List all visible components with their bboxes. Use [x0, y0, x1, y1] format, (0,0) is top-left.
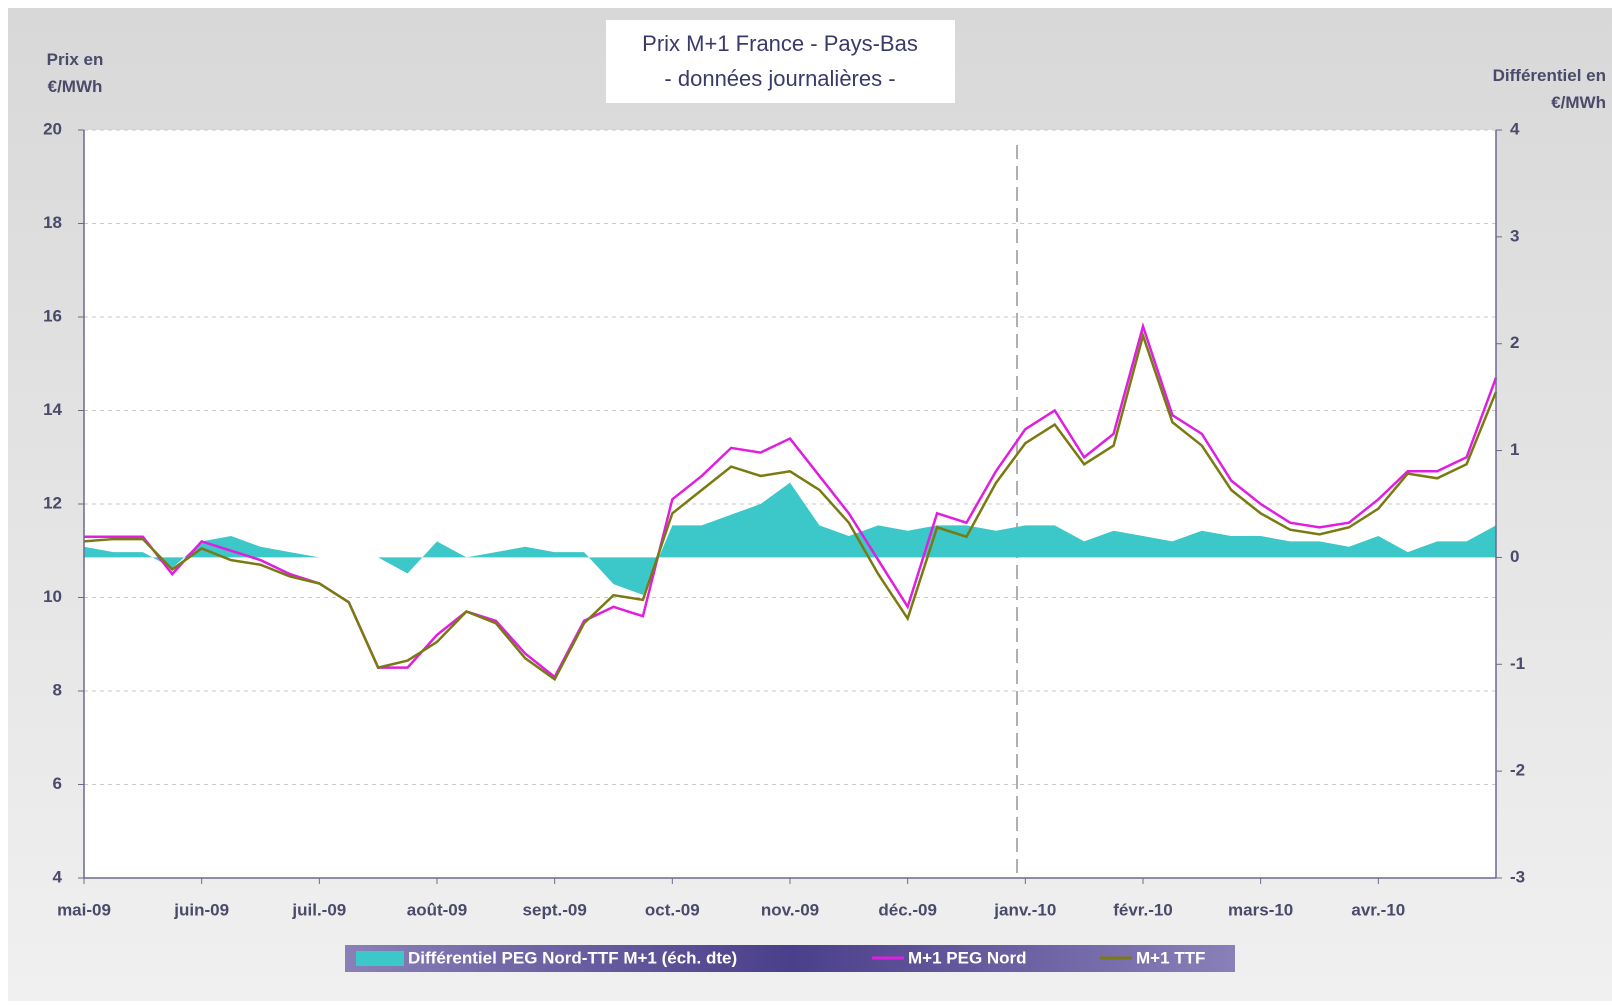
x-tick-label: févr.-10 [1113, 900, 1173, 919]
chart-subtitle: - données journalières - [664, 66, 895, 91]
legend [345, 945, 1235, 972]
y2-tick-label: 2 [1510, 333, 1519, 352]
x-tick-label: juil.-09 [291, 900, 346, 919]
x-tick-label: janv.-10 [993, 900, 1056, 919]
x-tick-label: mai-09 [57, 900, 111, 919]
y2-tick-label: -1 [1510, 654, 1525, 673]
y2-tick-label: 0 [1510, 547, 1519, 566]
x-tick-label: mars-10 [1228, 900, 1293, 919]
y-tick-label: 16 [43, 306, 62, 325]
y-tick-label: 18 [43, 213, 62, 232]
y-tick-label: 4 [53, 867, 63, 886]
y2-axis-title-box: Différentiel en €/MWh [1492, 66, 1606, 112]
y-tick-label: 6 [53, 774, 62, 793]
y2-tick-label: 4 [1510, 119, 1520, 138]
legend-label: Différentiel PEG Nord-TTF M+1 (éch. dte) [408, 948, 737, 967]
title-box [606, 20, 955, 103]
legend-swatch [356, 951, 404, 966]
legend-label: M+1 PEG Nord [908, 948, 1027, 967]
differential-area [84, 482, 1496, 595]
x-tick-label: déc.-09 [878, 900, 937, 919]
y-tick-label: 14 [43, 400, 62, 419]
y-tick-label: 20 [43, 119, 62, 138]
x-tick-label: sept.-09 [523, 900, 587, 919]
y2-tick-label: 3 [1510, 226, 1519, 245]
x-tick-label: août-09 [407, 900, 467, 919]
chart-title: Prix M+1 France - Pays-Bas [642, 31, 918, 56]
legend-label: M+1 TTF [1136, 948, 1205, 967]
price-line [83, 331, 1498, 682]
x-tick-label: avr.-10 [1351, 900, 1405, 919]
y-tick-label: 12 [43, 493, 62, 512]
y2-axis-title: Différentiel en €/MWh [1492, 66, 1606, 112]
y2-tick-label: -2 [1510, 761, 1525, 780]
x-tick-label: nov.-09 [761, 900, 819, 919]
y-axis-title: Prix en €/MWh [46, 50, 104, 96]
y-axis-title-box: Prix en €/MWh [46, 50, 104, 96]
x-tick-label: oct.-09 [645, 900, 700, 919]
y2-tick-label: -3 [1510, 867, 1525, 886]
x-tick-label: juin-09 [173, 900, 229, 919]
y-tick-label: 8 [53, 680, 62, 699]
y2-tick-label: 1 [1510, 440, 1519, 459]
y-tick-label: 10 [43, 587, 62, 606]
